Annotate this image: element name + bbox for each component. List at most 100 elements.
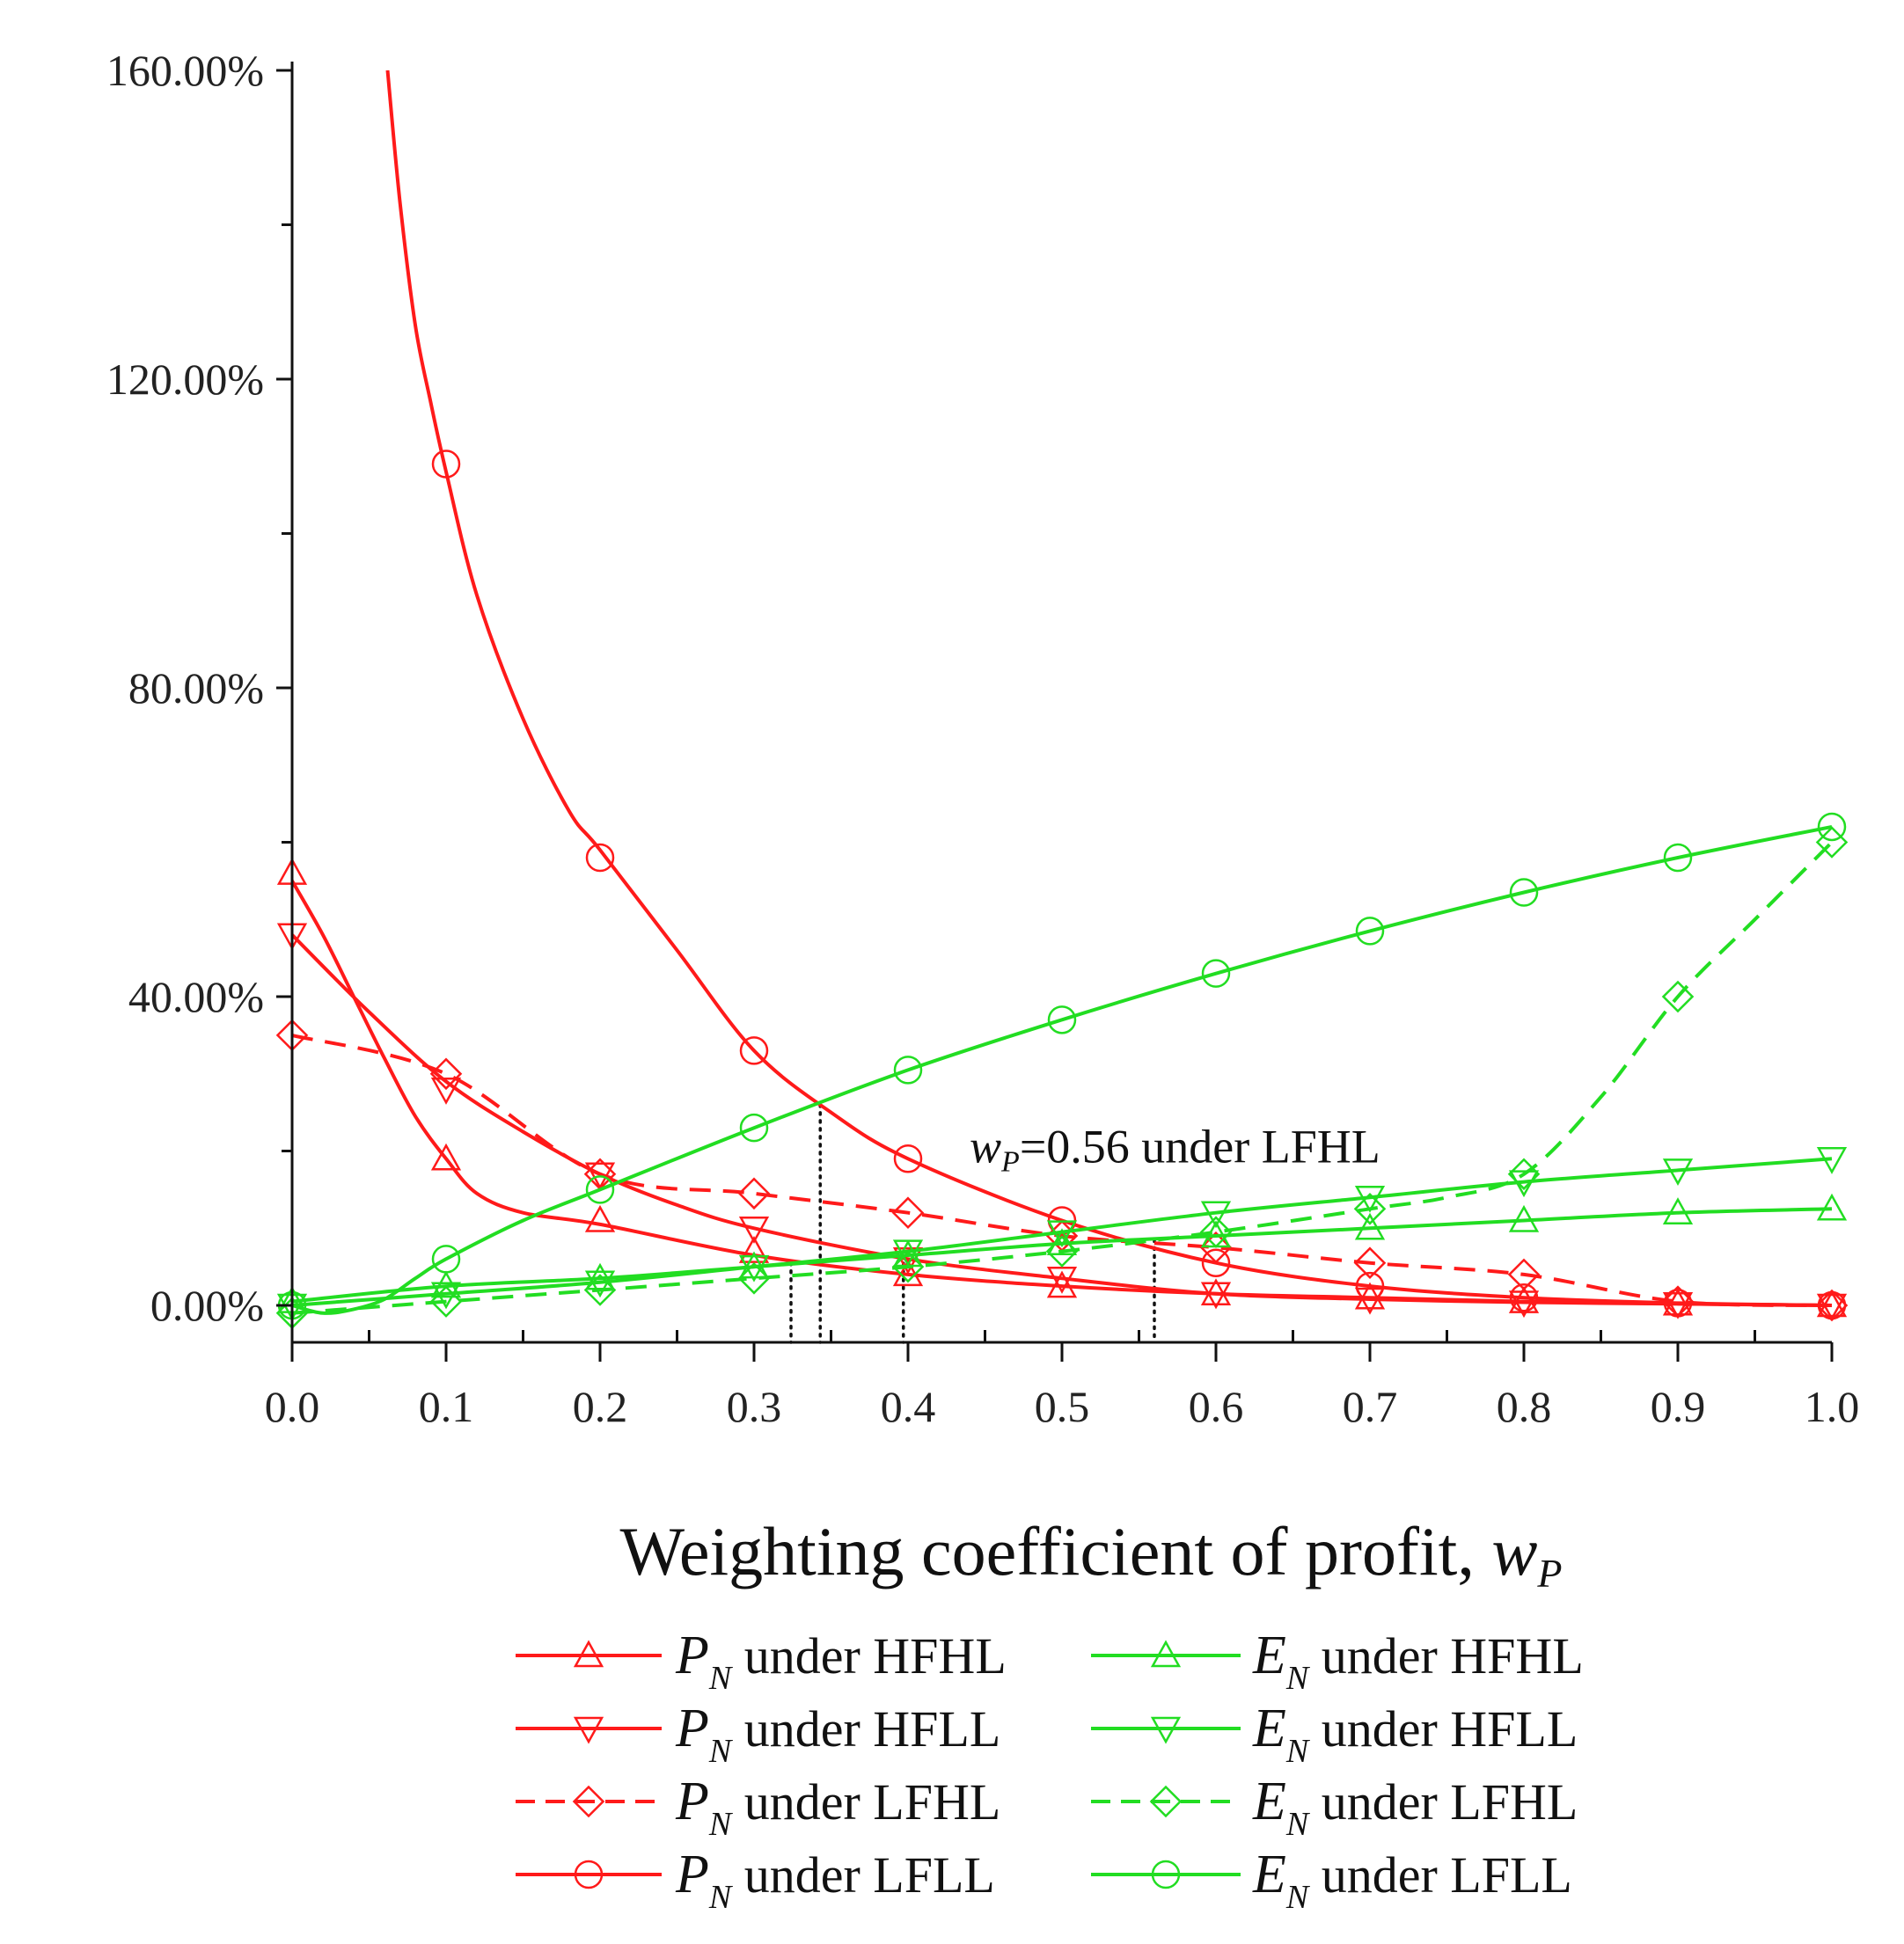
- x-axis-title-symbol: w: [1491, 1513, 1537, 1590]
- pn-hfhl-point: [584, 1204, 616, 1232]
- y-tick-label: 120.00%: [106, 354, 264, 404]
- pn-lfhl-point: [737, 1177, 771, 1210]
- legend-label-symbol: E: [1252, 1699, 1286, 1758]
- pn-lfll-point: [1509, 1283, 1539, 1312]
- pn-hfll-point: [1200, 1282, 1232, 1310]
- legend-marker: [573, 1716, 604, 1744]
- legend-label: PN under LFHL: [675, 1772, 1000, 1843]
- en-lfhl-point: [1507, 1158, 1541, 1191]
- en-lfll-point: [1047, 1005, 1077, 1034]
- legend-label: PN under HFHL: [675, 1626, 1007, 1697]
- pn-lfll-point: [739, 1036, 769, 1065]
- legend-label-text: under HFHL: [1308, 1627, 1584, 1685]
- pn-hfhl-line: [290, 880, 1833, 1307]
- legend-item-pn-lfll: PN under LFLL: [516, 1845, 995, 1916]
- pn-hfll-point: [430, 1078, 462, 1105]
- legend-marker: [1150, 1716, 1182, 1744]
- x-axis-title-text: Weighting coefficient of profit,: [620, 1513, 1492, 1590]
- legend-label-symbol: P: [675, 1772, 709, 1831]
- x-tick-label: 0.3: [727, 1382, 782, 1431]
- legend-label-subscript: N: [1285, 1733, 1311, 1770]
- legend-marker: [573, 1640, 604, 1668]
- en-lfll-point: [739, 1113, 769, 1143]
- y-tick-label: 80.00%: [128, 663, 264, 713]
- legend-item-pn-hfll: PN under HFLL: [516, 1699, 1000, 1770]
- legend-label-subscript: N: [708, 1733, 734, 1770]
- x-tick-label: 0.2: [573, 1382, 628, 1431]
- legend-label-symbol: E: [1252, 1845, 1286, 1904]
- annotation-symbol: w: [970, 1121, 1001, 1173]
- legend-label-subscript: N: [1285, 1660, 1311, 1697]
- pn-lfll-point: [1355, 1271, 1385, 1301]
- legend-item-en-hfll: EN under HFLL: [1091, 1699, 1578, 1770]
- x-tick-label: 1.0: [1805, 1382, 1860, 1431]
- annotation-text: =0.56 under LFHL: [1020, 1121, 1380, 1173]
- legend-marker: [1151, 1860, 1181, 1889]
- en-lfll-point: [1817, 812, 1847, 842]
- en-lfhl-point: [1661, 980, 1695, 1013]
- x-tick-label: 0.6: [1189, 1382, 1244, 1431]
- pn-lfll-point: [585, 843, 615, 873]
- legend-label-symbol: P: [675, 1626, 709, 1685]
- en-lfll-point: [1355, 917, 1385, 946]
- pn-hfhl-point: [1046, 1270, 1078, 1298]
- legend-label-symbol: P: [675, 1845, 709, 1904]
- en-hfll-point: [1046, 1220, 1078, 1248]
- x-axis-title-subscript: P: [1536, 1551, 1562, 1596]
- pn-lfhl-point: [1353, 1246, 1387, 1279]
- pn-lfhl-point: [1815, 1289, 1849, 1322]
- en-lfhl-point: [1045, 1235, 1079, 1268]
- pn-hfhl-point: [1508, 1286, 1540, 1313]
- legend-label: EN under HFLL: [1252, 1699, 1578, 1770]
- axes: 0.00% 40.00% 80.00% 120.00% 160.00% 0.0 0.1 0.2…: [106, 46, 1859, 1431]
- legend-label-subscript: N: [708, 1879, 734, 1916]
- legend-label: EN under HFHL: [1252, 1626, 1584, 1697]
- en-lfll-series: [277, 812, 1847, 1320]
- legend-label: PN under HFLL: [675, 1699, 1000, 1770]
- en-lfll-point: [585, 1175, 615, 1204]
- pn-hfll-point: [1354, 1287, 1386, 1315]
- legend-label: EN under LFHL: [1252, 1772, 1578, 1843]
- legend-marker: [572, 1785, 605, 1818]
- en-lfhl-point: [429, 1285, 463, 1318]
- y-tick-label: 40.00%: [128, 972, 264, 1021]
- annotation-label: wP=0.56 under LFHL: [970, 1121, 1380, 1179]
- legend-label-symbol: E: [1252, 1772, 1286, 1831]
- en-hfhl-point: [430, 1270, 462, 1298]
- en-lfll-point: [893, 1056, 923, 1085]
- pn-hfhl-point: [430, 1143, 462, 1171]
- x-tick-label: 0.7: [1343, 1382, 1398, 1431]
- x-axis-title: Weighting coefficient of profit, wP: [620, 1513, 1563, 1596]
- en-lfhl-point: [583, 1274, 617, 1306]
- legend-label-subscript: N: [1285, 1879, 1311, 1916]
- legend-item-en-hfhl: EN under HFHL: [1091, 1626, 1584, 1697]
- x-tick-label: 0.1: [419, 1382, 474, 1431]
- pn-hfll-point: [1508, 1290, 1540, 1319]
- en-lfhl-point: [1199, 1216, 1233, 1248]
- legend-label-subscript: N: [1285, 1806, 1311, 1843]
- pn-lfhl-point: [429, 1057, 463, 1091]
- legend-label-text: under LFLL: [731, 1846, 995, 1904]
- pn-hfll-point: [1662, 1291, 1694, 1319]
- pn-lfll-point: [893, 1144, 923, 1173]
- pn-hfhl-series: [276, 858, 1848, 1318]
- annotation-subscript: P: [1000, 1146, 1020, 1179]
- y-tick-label: 160.00%: [106, 46, 264, 95]
- pn-hfll-point: [1046, 1267, 1078, 1294]
- pn-lfll-line: [385, 69, 1833, 1307]
- x-tick-label: 0.5: [1035, 1382, 1090, 1431]
- legend-label-symbol: P: [675, 1699, 709, 1758]
- en-lfll-point: [1509, 878, 1539, 907]
- pn-lfhl-point: [891, 1196, 925, 1229]
- y-tick-label: 0.00%: [150, 1281, 264, 1330]
- en-hfll-point: [892, 1239, 924, 1268]
- legend-item-pn-hfhl: PN under HFHL: [516, 1626, 1007, 1697]
- pn-hfll-point: [738, 1217, 770, 1244]
- en-lfll-point: [1201, 959, 1231, 988]
- pn-lfhl-point: [1507, 1258, 1541, 1291]
- en-hfhl-point: [1354, 1212, 1386, 1240]
- legend-item-pn-lfhl: PN under LFHL: [516, 1772, 1000, 1843]
- pn-lfll-point: [1817, 1290, 1847, 1320]
- legend-label-text: under LFHL: [731, 1773, 1000, 1831]
